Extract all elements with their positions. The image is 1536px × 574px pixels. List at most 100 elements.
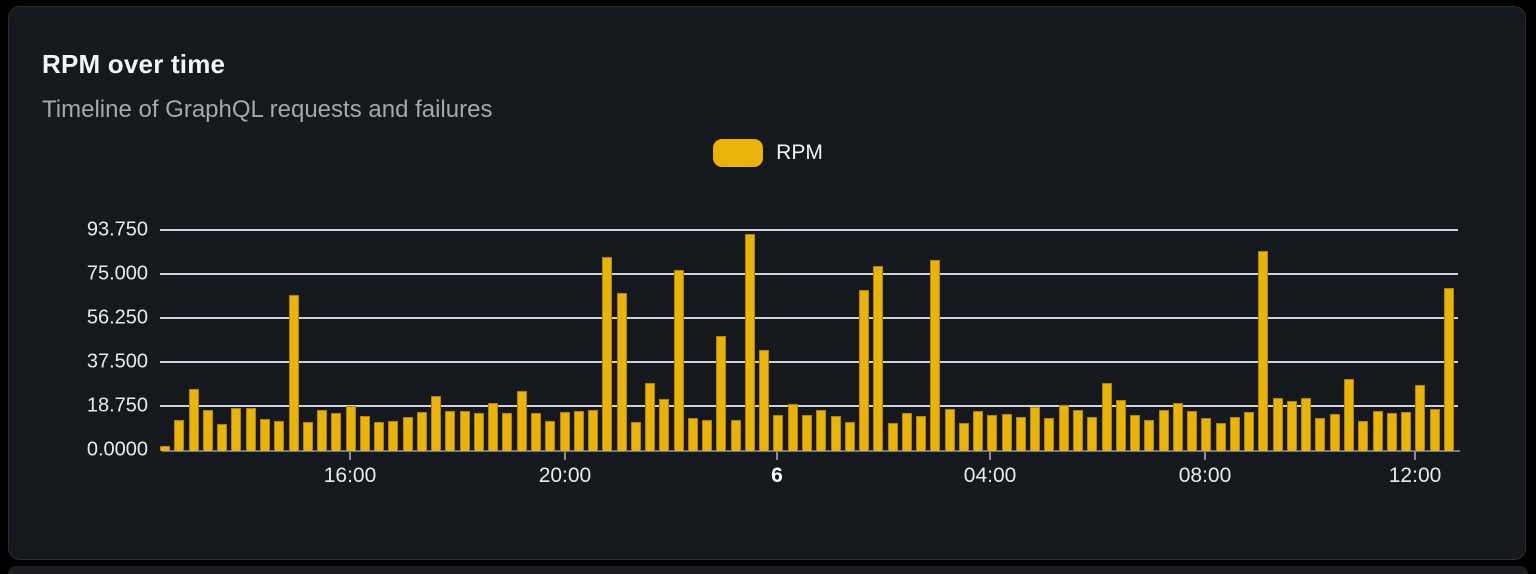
rpm-bar[interactable] [1443, 288, 1454, 451]
rpm-bar[interactable] [1044, 417, 1055, 451]
rpm-bar[interactable] [259, 418, 270, 451]
rpm-bar[interactable] [345, 406, 356, 451]
rpm-bar[interactable] [716, 336, 727, 451]
rpm-bar[interactable] [816, 410, 827, 451]
rpm-bar[interactable] [160, 446, 171, 451]
rpm-bar[interactable] [1386, 412, 1397, 451]
rpm-bar[interactable] [930, 259, 941, 451]
rpm-bar[interactable] [288, 294, 299, 451]
rpm-bar[interactable] [359, 415, 370, 451]
rpm-bar[interactable] [901, 413, 912, 451]
rpm-bar[interactable] [231, 408, 242, 451]
rpm-bar[interactable] [188, 389, 199, 451]
rpm-bar[interactable] [1258, 251, 1269, 451]
rpm-bar[interactable] [274, 420, 285, 451]
rpm-bar[interactable] [530, 413, 541, 451]
rpm-bar[interactable] [217, 424, 228, 451]
rpm-bar[interactable] [302, 422, 313, 451]
rpm-bar[interactable] [1215, 422, 1226, 451]
rpm-bar[interactable] [987, 415, 998, 451]
rpm-bar[interactable] [645, 383, 656, 451]
rpm-bar[interactable] [1229, 417, 1240, 451]
rpm-bar[interactable] [1344, 379, 1355, 451]
rpm-bar[interactable] [1429, 408, 1440, 451]
rpm-bar[interactable] [545, 420, 556, 451]
rpm-bar[interactable] [1286, 401, 1297, 451]
rpm-bar[interactable] [1087, 416, 1098, 451]
rpm-bar[interactable] [174, 419, 185, 451]
gridline [160, 361, 1458, 363]
rpm-bar[interactable] [431, 395, 442, 451]
rpm-bar[interactable] [1244, 412, 1255, 451]
rpm-bar[interactable] [759, 349, 770, 451]
rpm-bar[interactable] [245, 408, 256, 451]
rpm-bar[interactable] [1144, 419, 1155, 451]
rpm-bar[interactable] [202, 410, 213, 451]
gridline [160, 229, 1458, 231]
legend-item-label: RPM [776, 141, 823, 164]
gridline [160, 317, 1458, 319]
rpm-bar[interactable] [1158, 410, 1169, 451]
chart-title: RPM over time [42, 49, 226, 79]
rpm-bar[interactable] [973, 411, 984, 451]
rpm-bar[interactable] [744, 234, 755, 451]
rpm-bar[interactable] [1401, 412, 1412, 451]
chart-plot-area[interactable]: 16:00 20:00 6 04:00 08:00 12:00 [160, 229, 1460, 487]
rpm-bar[interactable] [802, 414, 812, 451]
rpm-bar[interactable] [516, 390, 527, 451]
rpm-bar[interactable] [602, 257, 613, 451]
rpm-bar[interactable] [944, 408, 955, 451]
rpm-bar[interactable] [1372, 411, 1383, 451]
rpm-bar[interactable] [588, 410, 599, 451]
rpm-bar[interactable] [730, 419, 741, 451]
rpm-bar[interactable] [416, 412, 427, 451]
x-axis-tick-label: 08:00 [1178, 464, 1232, 487]
rpm-bar[interactable] [473, 413, 484, 451]
rpm-bar[interactable] [673, 270, 684, 451]
rpm-bar[interactable] [887, 422, 898, 451]
rpm-bar[interactable] [331, 412, 342, 451]
rpm-bar[interactable] [1030, 406, 1041, 451]
rpm-bar[interactable] [616, 292, 627, 451]
legend-item-rpm[interactable]: RPM [713, 139, 823, 167]
rpm-bar[interactable] [374, 422, 385, 451]
rpm-bar[interactable] [916, 415, 927, 451]
rpm-bar[interactable] [1301, 397, 1312, 451]
rpm-bar[interactable] [445, 411, 456, 451]
rpm-bar[interactable] [873, 265, 884, 451]
rpm-bar[interactable] [388, 421, 399, 451]
rpm-bar[interactable] [1073, 409, 1083, 451]
rpm-bar[interactable] [573, 411, 584, 451]
rpm-bar[interactable] [787, 404, 798, 451]
rpm-bar[interactable] [702, 419, 713, 451]
rpm-bar[interactable] [773, 414, 784, 451]
rpm-bar[interactable] [1101, 383, 1112, 451]
rpm-bar[interactable] [1315, 418, 1326, 451]
rpm-bar[interactable] [1329, 413, 1340, 451]
rpm-bar[interactable] [502, 413, 513, 451]
x-axis-tick-label: 16:00 [323, 464, 377, 487]
rpm-bar[interactable] [1115, 400, 1126, 451]
rpm-bar[interactable] [687, 417, 698, 451]
rpm-bar[interactable] [659, 399, 670, 451]
rpm-bar[interactable] [958, 423, 969, 451]
rpm-bar[interactable] [402, 417, 413, 451]
rpm-bar[interactable] [859, 289, 870, 451]
rpm-bar[interactable] [1187, 411, 1198, 451]
rpm-bar[interactable] [1015, 416, 1026, 451]
rpm-bar[interactable] [630, 422, 641, 451]
rpm-bar[interactable] [459, 411, 470, 451]
rpm-bar[interactable] [559, 411, 570, 451]
rpm-bar[interactable] [1358, 420, 1369, 451]
rpm-bar[interactable] [317, 410, 328, 451]
rpm-bar[interactable] [844, 422, 855, 451]
rpm-bar[interactable] [1201, 417, 1212, 451]
rpm-bar[interactable] [1001, 413, 1012, 451]
rpm-bar[interactable] [1130, 414, 1141, 451]
rpm-bar[interactable] [1415, 385, 1426, 451]
rpm-bar[interactable] [1058, 404, 1069, 451]
rpm-bar[interactable] [488, 402, 499, 451]
rpm-bar[interactable] [1272, 397, 1283, 451]
rpm-bar[interactable] [1172, 402, 1183, 451]
rpm-bar[interactable] [830, 415, 841, 451]
